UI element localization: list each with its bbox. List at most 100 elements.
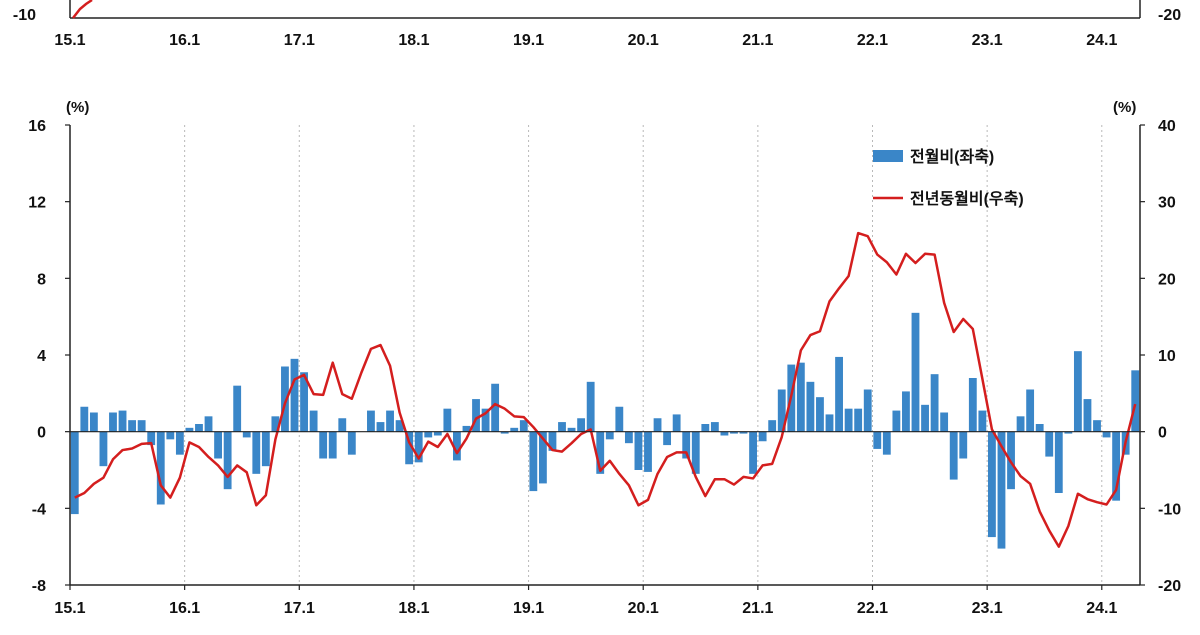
right-axis-unit: (%) <box>1113 99 1136 116</box>
bar <box>988 431 996 538</box>
legend-bar-swatch <box>873 150 903 162</box>
bar <box>1064 431 1073 434</box>
top-line-fragment <box>72 0 93 19</box>
bar <box>109 412 117 432</box>
top-x-tick-label: 22.1 <box>857 32 888 49</box>
x-tick-label: 15.1 <box>54 600 85 617</box>
x-tick-label: 16.1 <box>169 600 200 617</box>
bar <box>921 404 929 432</box>
bar <box>758 431 767 442</box>
left-tick-label: 12 <box>28 195 46 212</box>
top-x-tick-label: 18.1 <box>398 32 429 49</box>
bar <box>128 420 137 432</box>
left-y-tick-labels: -8 -4 0 4 8 12 16 <box>28 118 70 595</box>
bar <box>710 422 719 432</box>
top-x-tick-label: 23.1 <box>972 32 1003 49</box>
bar <box>500 431 509 434</box>
bar <box>433 431 442 436</box>
x-tick-label: 24.1 <box>1086 600 1117 617</box>
bar <box>252 431 261 474</box>
top-x-tick-labels: 15.1 16.1 17.1 18.1 19.1 20.1 21.1 22.1 23.1 24.1 <box>54 32 1117 49</box>
bar <box>1054 431 1063 493</box>
bar <box>328 431 337 459</box>
bar <box>1035 424 1044 432</box>
left-tick-label: -8 <box>32 578 46 595</box>
x-tick-label: 23.1 <box>972 600 1003 617</box>
bar <box>978 410 987 432</box>
x-tick-label: 22.1 <box>857 600 888 617</box>
bar <box>405 431 414 465</box>
bar <box>175 431 184 455</box>
bar <box>376 422 385 432</box>
bar <box>739 431 748 434</box>
bar <box>882 431 891 455</box>
legend: 전월비(좌축) 전년동월비(우축) <box>873 148 1024 208</box>
bar <box>567 427 576 432</box>
bar <box>586 381 595 432</box>
bar <box>577 418 586 432</box>
bar <box>548 431 557 451</box>
top-x-tick-label: 15.1 <box>54 32 85 49</box>
bar <box>271 416 280 432</box>
top-left-tick-label: -10 <box>13 7 36 24</box>
right-tick-label: 40 <box>1158 118 1176 135</box>
bar <box>624 431 633 444</box>
right-tick-label: -10 <box>1158 501 1181 518</box>
bar <box>644 431 652 472</box>
bar <box>386 410 394 432</box>
bar <box>462 425 471 432</box>
bar <box>223 431 232 490</box>
line-series-year-over-year <box>74 231 1137 548</box>
bar <box>892 410 901 432</box>
bar <box>825 414 834 432</box>
top-x-tick-label: 20.1 <box>628 32 659 49</box>
bar <box>940 412 949 432</box>
left-tick-label: 4 <box>37 348 46 365</box>
bar <box>816 397 824 432</box>
bar <box>949 431 958 480</box>
bar <box>185 427 194 432</box>
bar <box>701 424 710 432</box>
bar <box>777 389 786 432</box>
bar <box>911 312 920 432</box>
bar <box>214 431 222 459</box>
bar <box>653 418 662 432</box>
bar <box>1131 370 1140 432</box>
x-tick-label: 17.1 <box>284 600 315 617</box>
left-axis-unit: (%) <box>66 99 89 116</box>
bar <box>99 431 108 467</box>
bar <box>309 410 318 432</box>
bar <box>510 427 519 432</box>
bar <box>558 422 566 432</box>
bar <box>319 431 328 459</box>
bar <box>472 399 480 432</box>
right-tick-label: -20 <box>1158 578 1181 595</box>
bar <box>930 374 939 432</box>
legend-bar-label: 전월비(좌축) <box>910 148 994 166</box>
left-tick-label: -4 <box>32 501 46 518</box>
right-tick-label: 20 <box>1158 271 1176 288</box>
bar <box>424 431 433 438</box>
bar <box>1016 416 1025 432</box>
bar <box>1102 431 1111 438</box>
bar <box>195 424 203 432</box>
bar <box>596 431 605 474</box>
bar <box>300 372 308 432</box>
bar <box>768 420 777 432</box>
bar <box>281 366 289 432</box>
bar <box>89 412 98 432</box>
bar <box>672 414 681 432</box>
bar <box>663 431 672 446</box>
bar <box>166 431 175 440</box>
bar <box>1083 399 1092 432</box>
bar <box>1026 389 1035 432</box>
bar <box>873 431 882 449</box>
bar <box>691 431 700 474</box>
x-tick-label: 19.1 <box>513 600 544 617</box>
bar <box>147 431 156 446</box>
bar <box>414 431 423 463</box>
right-tick-label: 10 <box>1158 348 1176 365</box>
top-x-tick-label: 24.1 <box>1086 32 1117 49</box>
bar <box>682 431 691 459</box>
bar <box>844 408 853 432</box>
